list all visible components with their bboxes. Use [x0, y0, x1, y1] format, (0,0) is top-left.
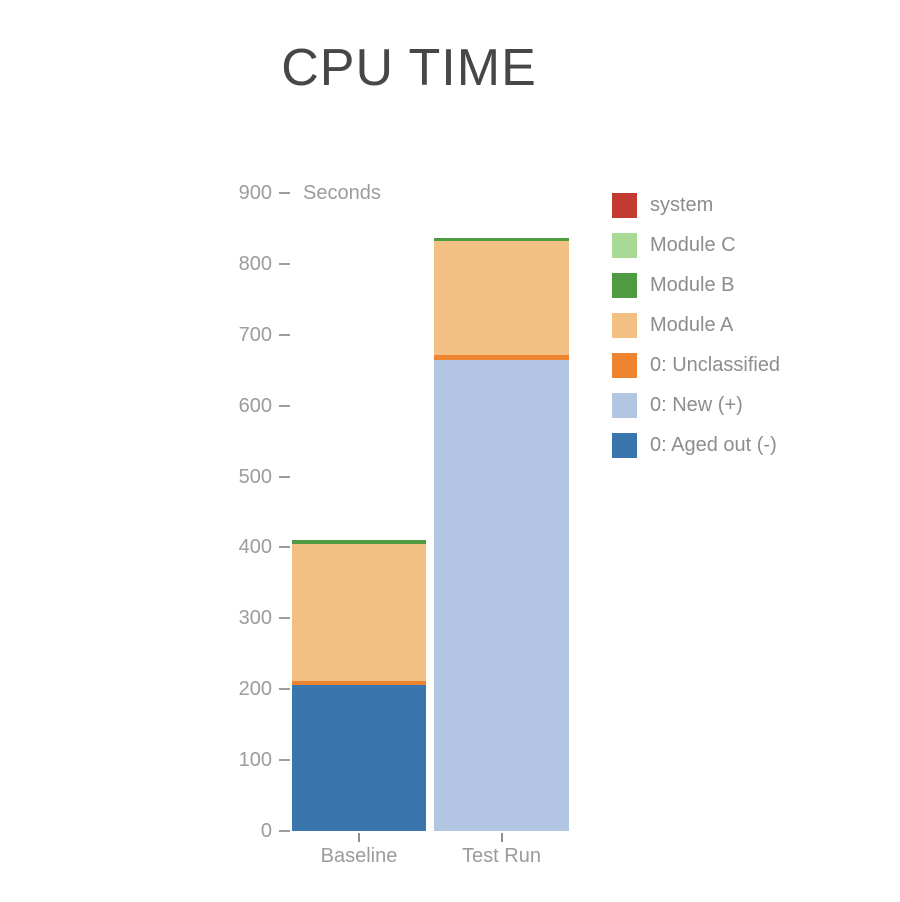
y-tick-mark-600 [279, 404, 290, 407]
legend: system Module C Module B Module A 0: Unclass… [612, 185, 780, 465]
bar-test-run [434, 237, 569, 831]
legend-label-module-b: Module B [650, 273, 735, 296]
legend-swatch-module-a [612, 312, 637, 338]
legend-item-system[interactable]: system [612, 185, 780, 225]
bar-segment-test-run-0-new[interactable] [434, 359, 569, 831]
legend-swatch-0-aged-out [612, 432, 637, 458]
y-tick-mark-300 [279, 617, 290, 620]
chart-title: CPU TIME [281, 39, 537, 97]
y-tick-mark-800 [279, 262, 290, 265]
y-tick-mark-400 [279, 546, 290, 549]
y-tick-label-0: 0 [260, 820, 272, 842]
x-axis-label-test-run: Test Run [462, 845, 541, 867]
y-tick-mark-0 [279, 830, 290, 832]
bar-segment-baseline-module-a[interactable] [292, 543, 426, 681]
legend-swatch-module-c [612, 232, 637, 258]
y-tick-mark-100 [279, 759, 290, 762]
legend-swatch-0-new [612, 392, 637, 418]
y-tick-mark-500 [279, 475, 290, 478]
bar-segment-test-run-module-b[interactable] [434, 237, 569, 242]
legend-label-system: system [650, 193, 714, 216]
legend-item-module-c[interactable]: Module C [612, 225, 780, 265]
legend-item-0-unclassified[interactable]: 0: Unclassified [612, 345, 780, 385]
y-axis-unit-label: Seconds [303, 182, 381, 204]
x-tick-mark-test-run [500, 833, 503, 842]
legend-label-0-unclassified: 0: Unclassified [650, 353, 781, 376]
bar-segment-baseline-module-b[interactable] [292, 540, 426, 544]
bar-segment-baseline-0-aged-out[interactable] [292, 684, 426, 831]
bar-segment-test-run-module-a[interactable] [434, 241, 569, 356]
legend-label-module-c: Module C [650, 233, 736, 256]
legend-swatch-module-b [612, 272, 637, 298]
y-tick-mark-900 [279, 192, 290, 194]
x-axis-label-baseline: Baseline [320, 845, 398, 867]
y-tick-label-600: 600 [238, 394, 272, 417]
y-tick-label-200: 200 [238, 678, 272, 701]
legend-item-0-aged-out[interactable]: 0: Aged out (-) [612, 425, 780, 465]
y-tick-label-300: 300 [238, 607, 272, 630]
legend-label-0-aged-out: 0: Aged out (-) [650, 433, 777, 456]
legend-item-0-new[interactable]: 0: New (+) [612, 385, 780, 425]
bar-segment-baseline-0-unclassified[interactable] [292, 680, 426, 685]
bar-baseline [292, 540, 426, 831]
legend-label-module-a: Module A [650, 313, 734, 336]
y-tick-label-800: 800 [238, 252, 272, 275]
legend-item-module-b[interactable]: Module B [612, 265, 780, 305]
legend-swatch-system [612, 192, 637, 218]
y-tick-mark-700 [279, 333, 290, 336]
legend-label-0-new: 0: New (+) [650, 393, 743, 416]
legend-item-module-a[interactable]: Module A [612, 305, 780, 345]
y-tick-label-500: 500 [238, 465, 272, 488]
y-tick-label-100: 100 [238, 749, 272, 772]
y-tick-mark-200 [279, 688, 290, 691]
y-tick-label-900: 900 [238, 182, 272, 204]
legend-swatch-0-unclassified [612, 352, 637, 378]
y-tick-label-400: 400 [238, 536, 272, 559]
y-tick-label-700: 700 [238, 323, 272, 346]
x-tick-mark-baseline [358, 833, 360, 842]
bar-segment-test-run-0-unclassified[interactable] [434, 355, 569, 360]
